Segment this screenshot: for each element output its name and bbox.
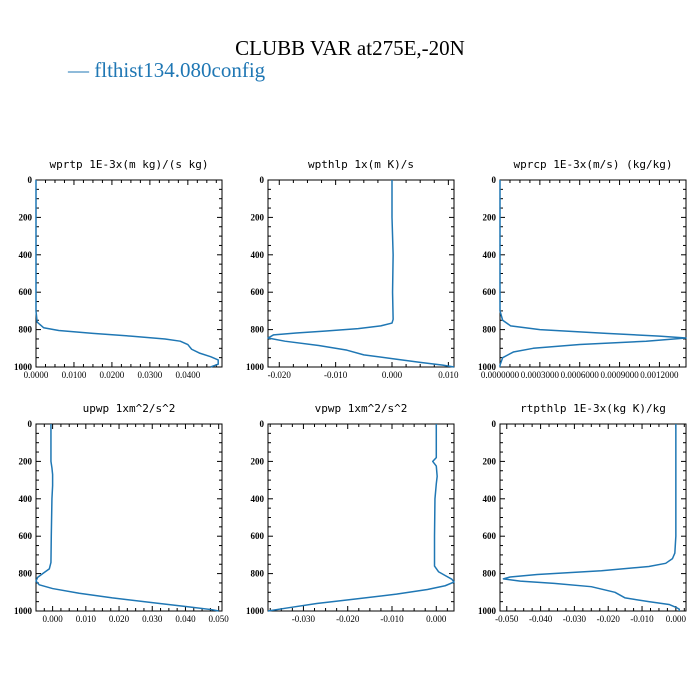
y-tick-label: 200 [19, 456, 33, 466]
y-tick-label: 200 [483, 456, 497, 466]
x-tick-label: -0.030 [292, 614, 316, 624]
panel-1: wprtp 1E-3x(m kg)/(s kg) 0 200 400 600 800 100… [14, 158, 223, 380]
y-tick-label: 1000 [246, 606, 265, 616]
y-tick-label: 600 [483, 287, 497, 297]
x-tick-label: 0.000 [382, 370, 403, 380]
panel-5: vpwp 1xm^2/s^2 0 200 400 600 800 1000 -0.030 -0.… [246, 402, 455, 624]
x-tick-label: -0.010 [324, 370, 348, 380]
y-tick-label: 200 [19, 212, 33, 222]
x-tick-label: 0.0003000 [521, 370, 560, 380]
y-tick-label: 0 [260, 419, 265, 429]
x-tick-label: 0.0006000 [561, 370, 600, 380]
plot-frame [267, 179, 455, 368]
panel-title: upwp 1xm^2/s^2 [83, 402, 176, 415]
x-tick-label: 0.0300 [138, 370, 163, 380]
y-tick-label: 0 [260, 175, 265, 185]
series-line [499, 180, 687, 367]
y-tick-label: 800 [483, 325, 497, 335]
x-tick-label: -0.010 [380, 614, 404, 624]
plot-frame [267, 423, 455, 612]
y-tick-label: 200 [251, 456, 265, 466]
figure-title: CLUBB VAR at275E,-20N [235, 36, 465, 60]
y-tick-label: 600 [19, 531, 33, 541]
x-tick-label: -0.050 [495, 614, 519, 624]
y-tick-label: 1000 [478, 362, 497, 372]
y-tick-label: 600 [483, 531, 497, 541]
panel-title: vpwp 1xm^2/s^2 [315, 402, 408, 415]
plot-frame [35, 179, 223, 368]
plot-frame [499, 179, 687, 368]
x-tick-label: 0.050 [209, 614, 230, 624]
y-tick-label: 800 [19, 569, 33, 579]
y-tick-label: 0 [492, 175, 497, 185]
x-tick-label: 0.030 [142, 614, 163, 624]
x-tick-label: 0.0100 [62, 370, 87, 380]
x-tick-label: 0.000 [426, 614, 447, 624]
y-tick-label: 1000 [246, 362, 265, 372]
x-tick-label: 0.000 [666, 614, 687, 624]
y-tick-label: 1000 [14, 606, 33, 616]
y-tick-label: 800 [483, 569, 497, 579]
series-line [267, 180, 455, 368]
y-tick-label: 800 [251, 325, 265, 335]
panel-2: wpthlp 1x(m K)/s 0 200 400 600 800 1000-0.020 -… [246, 158, 459, 380]
series-line [35, 180, 219, 368]
x-tick-label: 0.010 [76, 614, 97, 624]
panel-title: rtpthlp 1E-3x(kg K)/kg [520, 402, 666, 415]
y-tick-label: 200 [483, 212, 497, 222]
x-tick-label: 0.0200 [100, 370, 125, 380]
x-tick-label: 0.000 [42, 614, 63, 624]
legend: — flthist134.080config [68, 58, 265, 83]
y-tick-label: 1000 [14, 362, 33, 372]
x-tick-label: 0.040 [175, 614, 196, 624]
x-tick-label: -0.010 [630, 614, 654, 624]
y-tick-label: 400 [483, 250, 497, 260]
panel-4: upwp 1xm^2/s^2 0 200 400 600 800 1000 0.000 0.01… [14, 402, 229, 624]
x-tick-label: 0.0009000 [600, 370, 639, 380]
x-tick-label: 0.0000000 [481, 370, 520, 380]
x-tick-label: -0.020 [597, 614, 621, 624]
y-tick-label: 0 [492, 419, 497, 429]
x-tick-label: -0.020 [268, 370, 292, 380]
series-line [267, 424, 455, 612]
panel-6: rtpthlp 1E-3x(kg K)/kg02004006008001000-… [478, 402, 687, 624]
y-tick-label: 800 [19, 325, 33, 335]
y-tick-label: 600 [251, 287, 265, 297]
panel-title: wprcp 1E-3x(m/s) (kg/kg) [514, 158, 673, 171]
y-tick-label: 400 [251, 250, 265, 260]
y-tick-label: 800 [251, 569, 265, 579]
panel-title: wprtp 1E-3x(m kg)/(s kg) [50, 158, 209, 171]
y-tick-label: 0 [28, 175, 33, 185]
plot-frame [499, 423, 687, 612]
y-tick-label: 400 [251, 494, 265, 504]
series-line [35, 424, 219, 612]
y-tick-label: 400 [19, 494, 33, 504]
y-tick-label: 600 [251, 531, 265, 541]
y-tick-label: 200 [251, 212, 265, 222]
x-tick-label: 0.0000 [24, 370, 49, 380]
legend-label: flthist134.080config [94, 58, 266, 82]
panel-title: wpthlp 1x(m K)/s [308, 158, 414, 171]
x-tick-label: 0.0012000 [640, 370, 679, 380]
y-tick-label: 400 [483, 494, 497, 504]
series-line [502, 424, 680, 611]
x-tick-label: -0.030 [563, 614, 587, 624]
x-tick-label: -0.040 [529, 614, 553, 624]
x-tick-label: 0.0400 [175, 370, 200, 380]
x-tick-label: -0.020 [336, 614, 360, 624]
plot-frame [35, 423, 223, 612]
x-tick-label: 0.010 [438, 370, 459, 380]
legend-line-marker: — [68, 58, 89, 82]
y-tick-label: 1000 [478, 606, 497, 616]
y-tick-label: 400 [19, 250, 33, 260]
x-tick-label: 0.020 [109, 614, 130, 624]
y-tick-label: 600 [19, 287, 33, 297]
y-tick-label: 0 [28, 419, 33, 429]
panel-3: wprcp 1E-3x(m/s) (kg/kg) 0 200 400 600 800 100… [478, 158, 687, 380]
